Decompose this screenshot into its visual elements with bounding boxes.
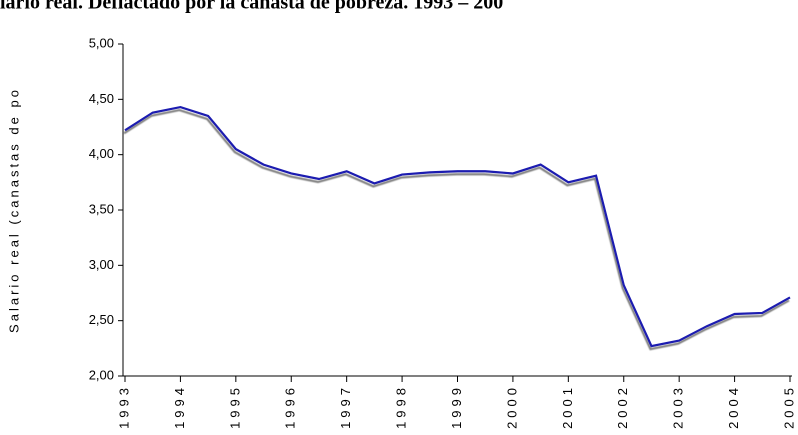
x-tick-label: 2005: [781, 384, 796, 429]
y-tick-label: 4,00: [89, 146, 114, 161]
y-tick-label: 2,50: [89, 312, 114, 327]
x-tick-label: 2001: [560, 384, 575, 429]
x-tick-label: 1995: [227, 384, 242, 429]
y-tick-label: 3,00: [89, 257, 114, 272]
x-tick-label: 1997: [338, 384, 353, 429]
x-tick-label: 2003: [671, 384, 686, 429]
x-tick-label: 1993: [116, 384, 131, 429]
y-tick-label: 2,00: [89, 367, 114, 382]
x-tick-label: 1994: [172, 384, 187, 429]
x-tick-label: 2002: [615, 384, 630, 429]
x-tick-label: 1999: [449, 384, 464, 429]
y-tick-label: 5,00: [89, 35, 114, 50]
y-axis-label: Salario real (canastas de po: [6, 87, 21, 333]
line: [124, 105, 791, 348]
x-tick-label: 1996: [283, 384, 298, 429]
x-tick-label: 2004: [726, 384, 741, 429]
y-tick-label: 3,50: [89, 201, 114, 216]
y-tick-label: 4,50: [89, 91, 114, 106]
x-tick-label: 1998: [394, 384, 409, 429]
x-tick-label: 2000: [504, 384, 519, 429]
chart-title: alario real. Deflactado por la canasta d…: [0, 0, 503, 14]
